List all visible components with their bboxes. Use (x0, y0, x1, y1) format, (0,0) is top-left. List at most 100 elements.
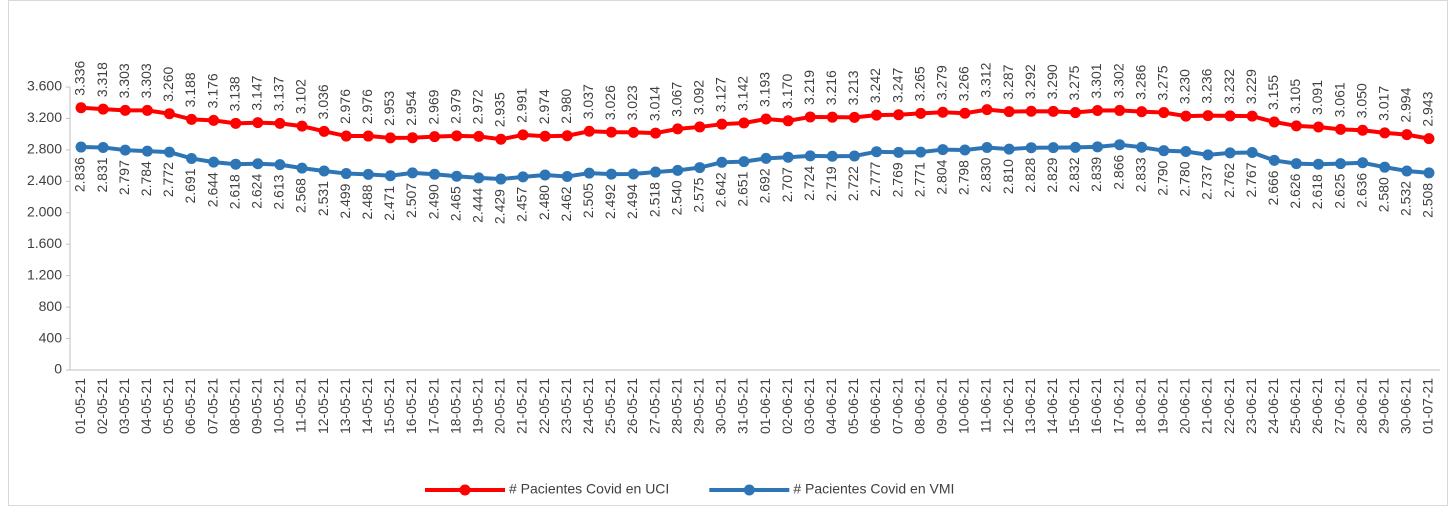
data-label: 2.797 (116, 160, 132, 195)
data-label: 2.508 (1420, 183, 1436, 218)
data-label: 3.265 (911, 66, 927, 101)
point (605, 168, 617, 180)
data-label: 2.444 (469, 188, 485, 223)
point (694, 162, 706, 174)
point (1268, 116, 1280, 128)
point (672, 164, 684, 176)
x-tick-label: 10-05-21 (271, 378, 287, 434)
data-label: 3.232 (1221, 69, 1237, 104)
data-label: 2.724 (801, 166, 817, 201)
legend-label: # Pacientes Covid en UCI (509, 481, 669, 497)
data-label: 3.138 (226, 76, 242, 111)
x-tick-label: 03-05-21 (116, 378, 132, 434)
x-tick-label: 27-05-21 (646, 378, 662, 434)
data-label: 2.780 (1177, 161, 1193, 196)
data-label: 2.625 (1331, 173, 1347, 208)
x-tick-label: 23-05-21 (558, 378, 574, 434)
point (75, 141, 87, 153)
point (1246, 146, 1258, 158)
x-tick-label: 03-06-21 (801, 378, 817, 434)
x-tick-label: 18-05-21 (447, 378, 463, 434)
point (252, 158, 264, 170)
x-tick-label: 05-06-21 (845, 378, 861, 434)
point (1379, 127, 1391, 139)
x-tick-label: 04-05-21 (138, 378, 154, 434)
point (517, 171, 529, 183)
point (893, 109, 905, 121)
data-label: 2.691 (182, 168, 198, 203)
x-tick-label: 08-05-21 (226, 378, 242, 434)
data-label: 2.518 (646, 182, 662, 217)
point (959, 107, 971, 119)
point (208, 114, 220, 126)
point (583, 125, 595, 137)
point (804, 150, 816, 162)
point (75, 102, 87, 114)
point (1114, 139, 1126, 151)
data-label: 2.953 (381, 91, 397, 126)
point (1312, 158, 1324, 170)
data-label: 2.532 (1398, 181, 1414, 216)
x-tick-label: 01-07-21 (1420, 378, 1436, 434)
point (1092, 105, 1103, 117)
x-tick-label: 27-06-21 (1331, 378, 1347, 434)
data-label: 2.972 (469, 89, 485, 124)
data-label: 3.290 (1044, 64, 1060, 99)
point (318, 125, 330, 137)
data-label: 2.829 (1044, 157, 1060, 192)
point (252, 117, 264, 129)
point (119, 144, 131, 156)
x-tick-label: 26-06-21 (1309, 378, 1325, 434)
point (163, 108, 175, 120)
point (694, 121, 706, 133)
point (605, 126, 617, 138)
point (760, 152, 772, 164)
data-label: 3.242 (867, 68, 883, 103)
data-label: 2.692 (757, 168, 773, 203)
data-label: 2.798 (956, 160, 972, 195)
point (1335, 158, 1347, 170)
point (1401, 129, 1413, 141)
point (539, 169, 551, 181)
data-label: 2.618 (226, 174, 242, 209)
x-tick-label: 15-05-21 (381, 378, 397, 434)
x-tick-label: 30-05-21 (713, 378, 729, 434)
x-tick-label: 13-06-21 (1022, 378, 1038, 434)
point (959, 144, 971, 156)
y-tick-label: 400 (39, 329, 63, 345)
data-label: 2.505 (580, 183, 596, 218)
y-tick-label: 2.000 (27, 203, 62, 219)
point (1268, 154, 1280, 166)
data-label: 2.568 (293, 178, 309, 213)
point (848, 111, 860, 123)
data-label: 3.017 (1375, 86, 1391, 121)
x-tick-label: 31-05-21 (735, 378, 751, 434)
x-tick-label: 28-06-21 (1353, 378, 1369, 434)
point (937, 144, 949, 156)
x-tick-label: 15-06-21 (1066, 378, 1082, 434)
data-label: 3.050 (1353, 83, 1369, 118)
point (495, 173, 507, 185)
data-label: 2.626 (1287, 173, 1303, 208)
point (97, 103, 109, 115)
point (1069, 141, 1081, 153)
y-tick-label: 1.200 (27, 266, 62, 282)
data-label: 2.642 (713, 172, 729, 207)
x-tick-label: 09-06-21 (934, 378, 950, 434)
x-tick-label: 16-05-21 (403, 378, 419, 434)
data-label: 2.613 (271, 174, 287, 209)
point (893, 146, 905, 158)
x-tick-label: 09-05-21 (249, 378, 265, 434)
point (539, 130, 551, 142)
data-label: 3.303 (116, 63, 132, 98)
data-label: 3.286 (1132, 64, 1148, 99)
point (716, 118, 728, 130)
point (340, 168, 352, 180)
data-label: 2.979 (447, 89, 463, 124)
data-label: 2.719 (823, 166, 839, 201)
point (1290, 120, 1302, 132)
point (274, 117, 286, 129)
y-tick-label: 3.600 (27, 78, 62, 94)
point (1047, 142, 1059, 154)
